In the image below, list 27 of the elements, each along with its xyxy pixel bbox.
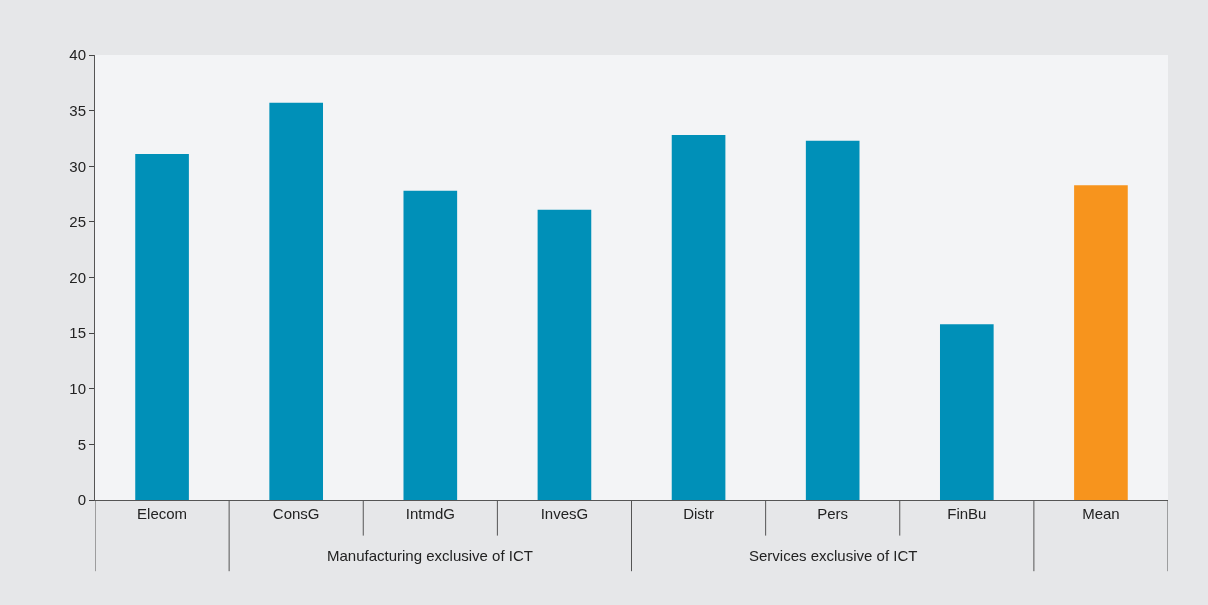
x-tick-label: IntmdG — [405, 505, 455, 522]
y-tick-label: 20 — [69, 268, 86, 286]
y-tick-label: 10 — [69, 380, 86, 397]
x-tick-label: Distr — [683, 505, 714, 522]
y-tick-label: 30 — [69, 157, 86, 175]
x-tick-label: Elecom — [137, 505, 188, 522]
x-tick-label: ConsG — [272, 505, 320, 522]
bar — [537, 209, 592, 500]
text: Services exclusive of ICT — [749, 547, 918, 564]
y-tick-label: 15 — [69, 324, 86, 342]
x-tick-label: Pers — [817, 505, 849, 522]
y-tick-label: 0 — [77, 491, 86, 509]
bar — [671, 135, 726, 500]
bar — [135, 154, 189, 500]
bar — [805, 140, 860, 500]
x-tick-label: FinBu — [947, 505, 987, 522]
text: Manufacturing exclusive of ICT — [327, 547, 533, 564]
bar — [1074, 185, 1128, 500]
bar — [403, 190, 458, 500]
y-tick-label: 25 — [69, 213, 86, 231]
bar — [939, 324, 994, 500]
y-tick-label: 35 — [69, 101, 86, 119]
x-tick-label: Mean — [1082, 505, 1120, 522]
bar — [269, 102, 324, 500]
y-tick-label: 5 — [77, 435, 86, 453]
x-tick-label: InvesG — [540, 505, 589, 522]
y-tick-label: 40 — [69, 46, 86, 64]
